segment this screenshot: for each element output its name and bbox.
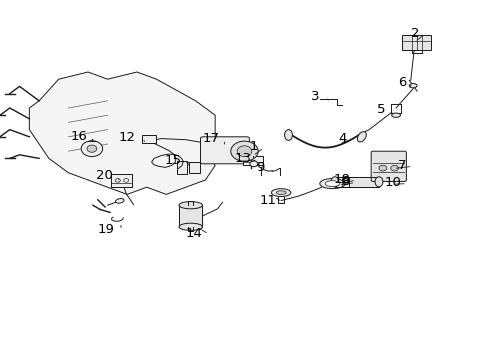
Circle shape — [249, 161, 257, 167]
Text: 2: 2 — [410, 27, 419, 40]
FancyBboxPatch shape — [370, 151, 406, 181]
Text: 15: 15 — [164, 154, 182, 167]
Text: 1: 1 — [249, 140, 258, 153]
Text: 11: 11 — [259, 194, 276, 207]
Text: 12: 12 — [119, 131, 136, 144]
Text: 10: 10 — [383, 176, 400, 189]
Text: 17: 17 — [202, 132, 219, 145]
Ellipse shape — [374, 177, 382, 187]
Ellipse shape — [276, 191, 285, 194]
Text: 13: 13 — [234, 152, 251, 165]
Circle shape — [237, 146, 251, 157]
Text: 14: 14 — [185, 227, 203, 240]
Ellipse shape — [408, 84, 416, 88]
Ellipse shape — [330, 177, 338, 187]
Ellipse shape — [271, 189, 290, 197]
FancyBboxPatch shape — [176, 161, 187, 174]
Circle shape — [123, 179, 128, 182]
Ellipse shape — [179, 223, 202, 230]
Ellipse shape — [325, 181, 339, 186]
FancyBboxPatch shape — [401, 35, 430, 50]
Polygon shape — [29, 72, 215, 194]
FancyBboxPatch shape — [142, 135, 156, 143]
Text: 20: 20 — [95, 169, 112, 182]
Circle shape — [378, 165, 386, 171]
Ellipse shape — [391, 113, 400, 117]
Ellipse shape — [115, 199, 124, 203]
FancyBboxPatch shape — [243, 156, 262, 165]
Ellipse shape — [284, 130, 292, 140]
Circle shape — [81, 141, 102, 157]
Text: 6: 6 — [398, 76, 406, 89]
FancyBboxPatch shape — [189, 162, 200, 173]
Text: 4: 4 — [338, 132, 346, 145]
Ellipse shape — [319, 179, 345, 189]
Text: 16: 16 — [70, 130, 87, 143]
Circle shape — [87, 145, 97, 152]
Text: 8: 8 — [341, 175, 349, 188]
Text: 18: 18 — [332, 173, 349, 186]
Ellipse shape — [357, 132, 366, 142]
FancyBboxPatch shape — [200, 137, 249, 164]
Circle shape — [115, 179, 120, 182]
Ellipse shape — [179, 202, 202, 209]
FancyBboxPatch shape — [110, 174, 132, 187]
Text: 5: 5 — [376, 103, 385, 116]
FancyBboxPatch shape — [335, 177, 348, 187]
Text: 9: 9 — [255, 161, 264, 174]
Text: 19: 19 — [98, 223, 115, 236]
Text: 3: 3 — [310, 90, 319, 103]
Circle shape — [230, 141, 258, 161]
Text: 7: 7 — [398, 159, 406, 172]
Circle shape — [390, 165, 398, 171]
